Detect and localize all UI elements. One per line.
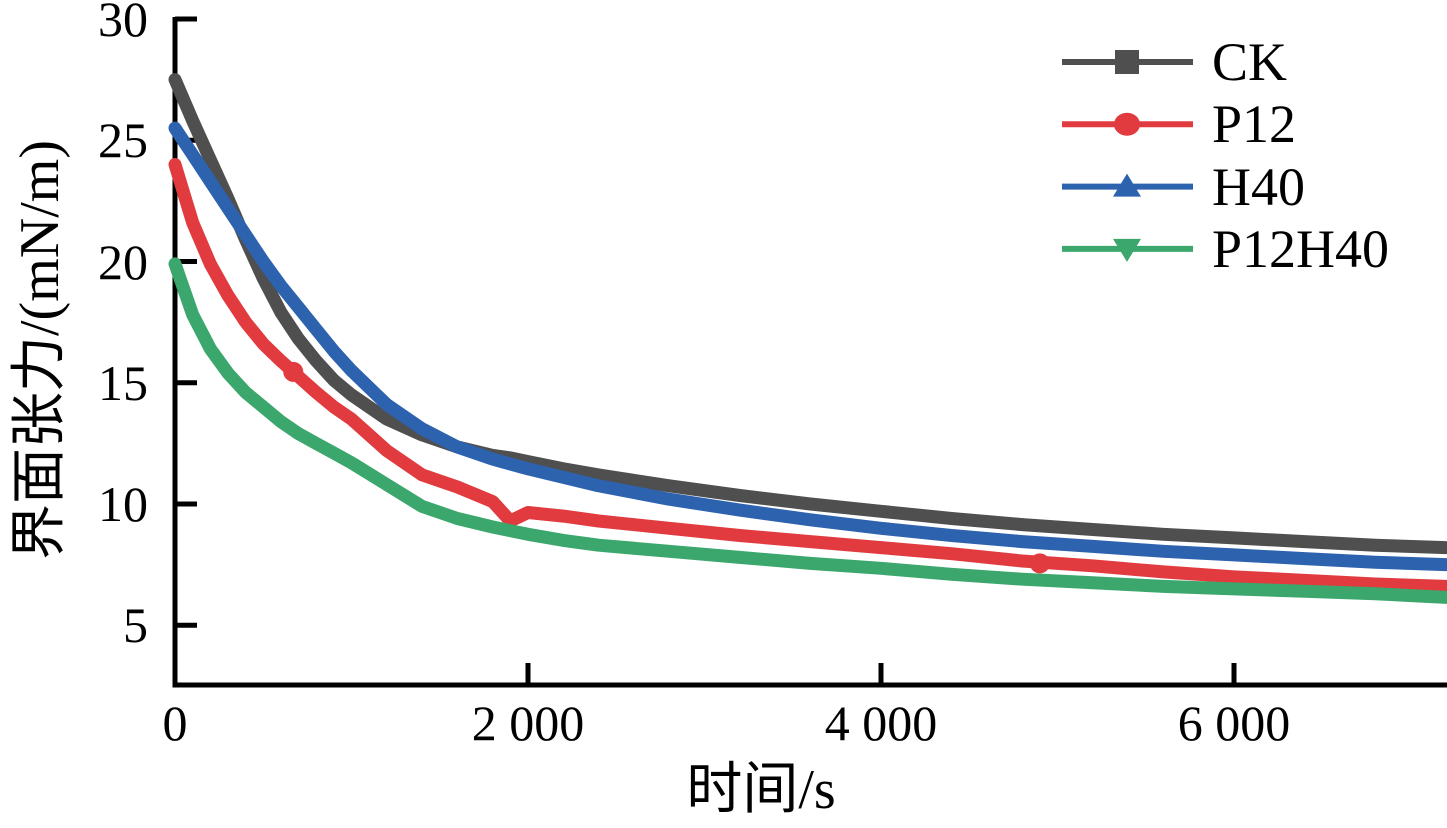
y-tick-label: 10 — [98, 476, 148, 532]
legend-marker-triangle-down-icon — [1113, 238, 1141, 262]
legend-marker-square-icon — [1115, 50, 1139, 74]
legend-marker-triangle-up-icon — [1113, 173, 1141, 197]
legend-label-h40: H40 — [1212, 156, 1305, 217]
series-marker-p12 — [283, 361, 304, 382]
legend-label-p12h40: P12H40 — [1212, 218, 1390, 279]
x-tick-label: 6 000 — [1177, 695, 1291, 751]
y-tick-label: 5 — [123, 597, 148, 654]
legend-label-p12: P12 — [1212, 94, 1297, 155]
series-line-p12 — [168, 158, 1447, 593]
x-tick-label: 2 000 — [471, 695, 585, 751]
y-axis-title: 界面张力/(mN/m) — [9, 140, 71, 560]
y-tick-label: 15 — [98, 354, 148, 411]
legend-label-ck: CK — [1212, 32, 1288, 92]
y-tick-label: 20 — [98, 233, 148, 290]
y-tick-label: 25 — [98, 112, 148, 169]
x-tick-label: 0 — [162, 695, 188, 751]
series-line-h40 — [168, 121, 1447, 572]
series-marker-p12 — [1029, 553, 1050, 574]
x-tick-label: 4 000 — [824, 695, 938, 751]
series-line-p12h40 — [168, 257, 1447, 604]
y-tick-label: 30 — [98, 0, 148, 47]
x-axis-title: 时间/s — [686, 759, 836, 821]
legend-marker-circle-icon — [1114, 112, 1140, 136]
